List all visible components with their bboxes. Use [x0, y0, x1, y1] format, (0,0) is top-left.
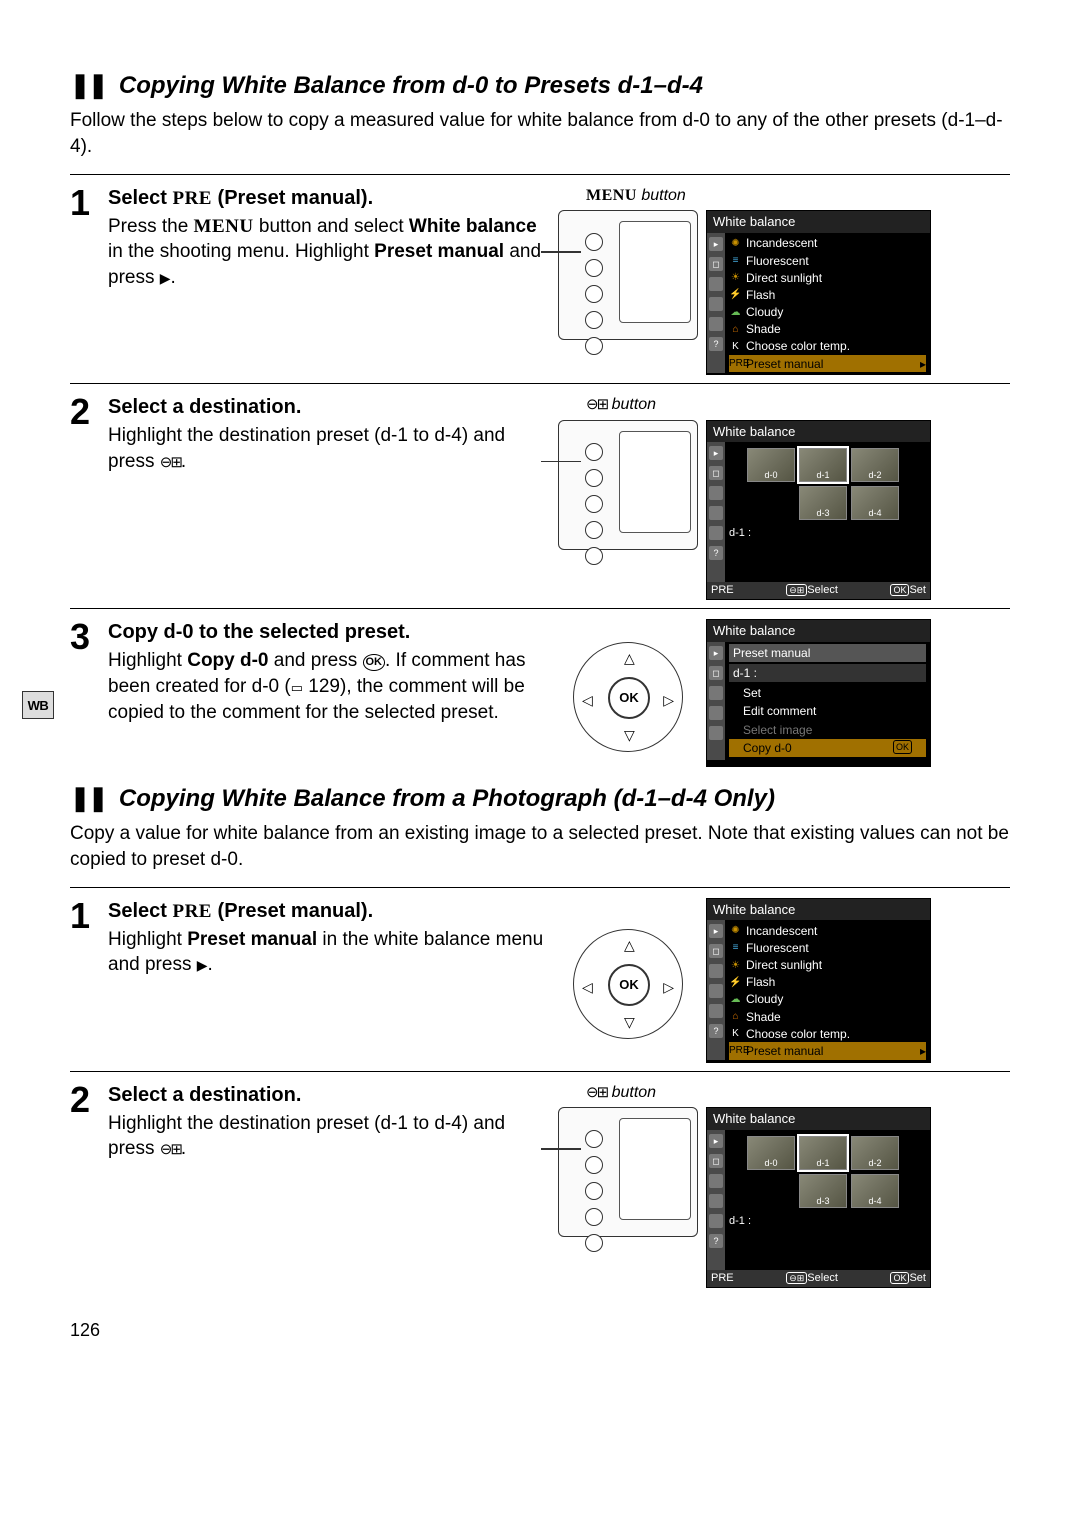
step-number: 2 [70, 394, 98, 600]
thumb: d-3 [799, 486, 847, 520]
page-ref-icon [291, 676, 303, 697]
title-bars-icon: ❚❚ [70, 785, 106, 812]
lcd-list: ✺Incandescent ≡Fluorescent ☀Direct sunli… [707, 233, 930, 375]
lcd-footer: PRE ⊖⊞Select OKSet [707, 582, 930, 599]
qzoom-icon [160, 1138, 181, 1159]
page-number: 126 [70, 1318, 1010, 1342]
dpad-diagram: OK △▽◁▷ [573, 642, 683, 752]
lcd-white-balance-list: White balance ▸◻? ✺Incandescent ≡Fluores… [706, 210, 931, 375]
thumb-selected: d-1 [799, 448, 847, 482]
step-body: Highlight Preset manual in the white bal… [108, 927, 548, 978]
menu-glyph: MENU [194, 216, 254, 237]
lcd-title: White balance [707, 211, 930, 233]
section-b-title-text: Copying White Balance from a Photograph … [119, 785, 775, 812]
thumb: d-4 [851, 486, 899, 520]
thumb: d-2 [851, 448, 899, 482]
step-heading: Select a destination. [108, 394, 548, 421]
step-body: Highlight the destination preset (d-1 to… [108, 1111, 548, 1162]
camera-diagram [558, 420, 698, 550]
step-body: Highlight the destination preset (d-1 to… [108, 423, 548, 474]
lcd-sidebar: ▸◻? [707, 233, 725, 373]
figure-annotation: button [586, 1082, 656, 1104]
lcd-thumbs: d-0 d-1 d-2 d-3 d-4 [725, 1130, 930, 1212]
step-b2: 2 Select a destination. Highlight the de… [70, 1082, 1010, 1288]
step-heading: Select a destination. [108, 1082, 548, 1109]
dpad-diagram: OK △▽◁▷ [573, 929, 683, 1039]
lcd-copy-menu: White balance ▸◻ Preset manual d-1 : Set… [706, 619, 931, 767]
section-a-intro: Follow the steps below to copy a measure… [70, 108, 1010, 159]
lcd-preset-thumbnails: White balance ▸◻? d-0 d-1 d-2 d-3 d-4 d-… [706, 1107, 931, 1287]
qzoom-icon [586, 1084, 607, 1101]
section-b-intro: Copy a value for white balance from an e… [70, 821, 1010, 872]
lcd-white-balance-list: White balance ▸◻? ✺Incandescent ≡Fluores… [706, 898, 931, 1063]
step-heading: Select PRE (Preset manual). [108, 185, 548, 212]
step-b1: 1 Select PRE (Preset manual). Highlight … [70, 898, 1010, 1063]
divider [70, 383, 1010, 384]
lcd-title: White balance [707, 620, 930, 642]
lcd-title: White balance [707, 899, 930, 921]
camera-diagram [558, 1107, 698, 1237]
divider [70, 174, 1010, 175]
lcd-sidebar: ▸◻ [707, 642, 725, 760]
thumb: d-2 [851, 1136, 899, 1170]
thumb: d-3 [799, 1174, 847, 1208]
lcd-preset-thumbnails: White balance ▸◻? d-0 d-1 d-2 d-3 d-4 d-… [706, 420, 931, 600]
section-a-title: ❚❚ Copying White Balance from d-0 to Pre… [70, 70, 1010, 102]
ok-button-icon: OK [608, 677, 650, 719]
step-number: 1 [70, 185, 98, 376]
qzoom-icon [586, 396, 607, 413]
step-number: 2 [70, 1082, 98, 1288]
side-tab-badge: WB [22, 691, 54, 719]
step-a1: 1 Select PRE (Preset manual). Press the … [70, 185, 1010, 376]
step-a3: 3 Copy d-0 to the selected preset. Highl… [70, 619, 1010, 767]
divider [70, 608, 1010, 609]
lcd-footer: PRE ⊖⊞Select OKSet [707, 1270, 930, 1287]
step-body: Highlight Copy d-0 and press OK. If comm… [108, 648, 548, 725]
divider [70, 887, 1010, 888]
step-number: 1 [70, 898, 98, 1063]
lcd-title: White balance [707, 421, 930, 443]
step-number: 3 [70, 619, 98, 767]
step-a2: 2 Select a destination. Highlight the de… [70, 394, 1010, 600]
figure-annotation: button [586, 394, 656, 416]
figure-annotation: MENU button [586, 185, 686, 207]
thumb: d-0 [747, 448, 795, 482]
step-body: Press the MENU button and select White b… [108, 214, 548, 291]
qzoom-icon [160, 451, 181, 472]
title-bars-icon: ❚❚ [70, 72, 106, 99]
section-b-title: ❚❚ Copying White Balance from a Photogra… [70, 783, 1010, 815]
lcd-list: ✺Incandescent ≡Fluorescent ☀Direct sunli… [707, 920, 930, 1062]
lcd-sidebar: ▸◻? [707, 920, 725, 1060]
camera-diagram [558, 210, 698, 340]
step-heading: Select PRE (Preset manual). [108, 898, 548, 925]
section-a-title-text: Copying White Balance from d-0 to Preset… [119, 72, 703, 99]
lcd-menu: Preset manual d-1 : Set Edit comment Sel… [707, 642, 930, 759]
divider [70, 1071, 1010, 1072]
thumb-selected: d-1 [799, 1136, 847, 1170]
lcd-dline: d-1 : [707, 524, 930, 543]
step-heading: Copy d-0 to the selected preset. [108, 619, 548, 646]
thumb: d-0 [747, 1136, 795, 1170]
lcd-thumbs: d-0 d-1 d-2 d-3 d-4 [725, 442, 930, 524]
ok-button-icon: OK [608, 964, 650, 1006]
lcd-dline: d-1 : [707, 1212, 930, 1231]
lcd-sidebar: ▸◻? [707, 442, 725, 582]
thumb: d-4 [851, 1174, 899, 1208]
lcd-sidebar: ▸◻? [707, 1130, 725, 1270]
ok-icon: OK [363, 654, 386, 671]
lcd-title: White balance [707, 1108, 930, 1130]
right-arrow-icon [197, 954, 208, 975]
right-arrow-icon [160, 267, 171, 288]
